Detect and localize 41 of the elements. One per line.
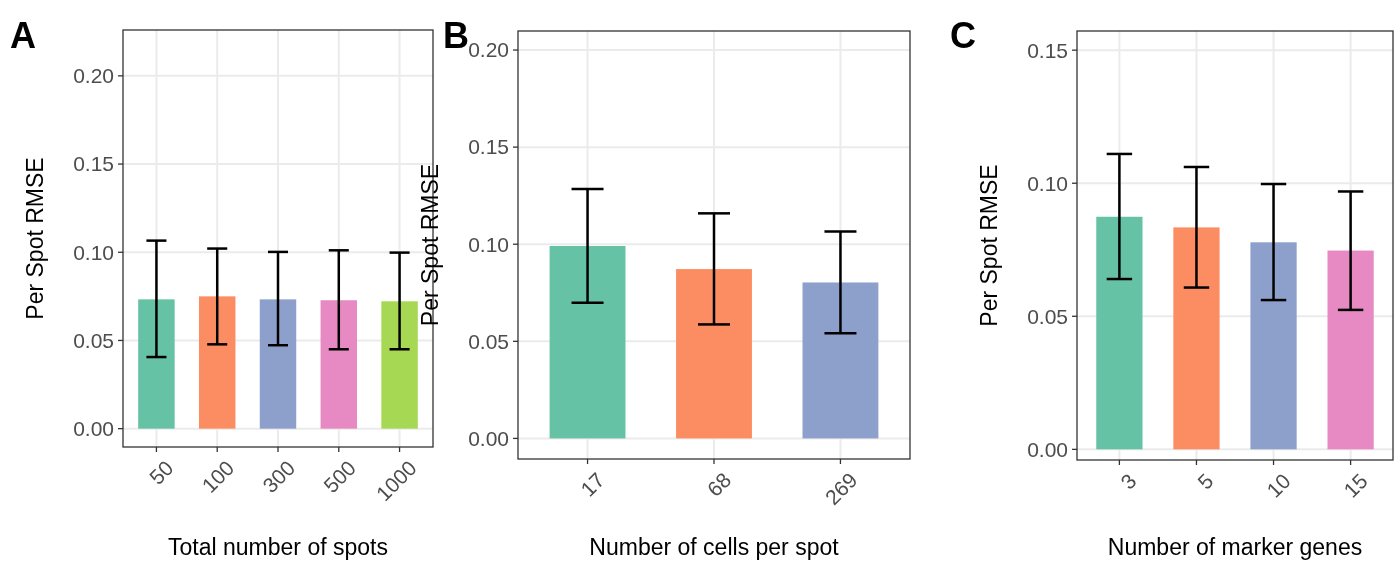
bar <box>676 269 752 439</box>
bar <box>1096 216 1143 450</box>
y-tick-label: 0.20 <box>468 38 509 62</box>
bar <box>802 282 879 439</box>
bar <box>549 245 626 439</box>
x-axis-title: Number of cells per spot <box>589 534 840 560</box>
x-tick-label: 15 <box>1339 468 1372 502</box>
x-tick-label: 3 <box>1116 468 1141 494</box>
x-axis-title: Number of marker genes <box>1107 534 1363 560</box>
y-tick-label: 0.00 <box>468 426 509 450</box>
y-axis-title: Per Spot RMSE <box>22 157 48 320</box>
bar <box>1173 227 1220 450</box>
y-tick-label: 0.10 <box>73 240 114 264</box>
x-tick-label: 269 <box>820 467 862 509</box>
x-tick-label: 17 <box>575 467 609 501</box>
bar <box>1327 250 1374 450</box>
chart-title: B <box>443 15 469 56</box>
y-tick-label: 0.20 <box>73 64 114 88</box>
x-axis-title: Total number of spots <box>168 534 388 560</box>
y-tick-label: 0.05 <box>73 328 114 352</box>
chart-title: A <box>10 15 36 56</box>
x-tick-label: 100 <box>197 455 239 497</box>
x-tick-label: 500 <box>318 455 361 497</box>
y-tick-label: 0.05 <box>1027 304 1068 328</box>
y-tick-label: 0.15 <box>73 152 114 176</box>
y-axis-title: Per Spot RMSE <box>976 164 1002 327</box>
x-tick-label: 5 <box>1193 468 1218 494</box>
y-tick-label: 0.00 <box>1027 437 1068 461</box>
y-tick-label: 0.10 <box>468 232 509 256</box>
chart-title: C <box>950 15 976 56</box>
x-tick-label: 10 <box>1261 468 1295 502</box>
y-tick-label: 0.15 <box>1027 38 1068 62</box>
y-tick-label: 0.10 <box>1027 171 1068 195</box>
y-tick-label: 0.00 <box>73 417 114 440</box>
x-tick-label: 50 <box>144 455 178 489</box>
x-tick-label: 68 <box>702 467 736 501</box>
x-tick-label: 300 <box>258 455 300 497</box>
y-tick-label: 0.15 <box>468 135 509 159</box>
bar <box>1250 242 1297 450</box>
y-tick-label: 0.05 <box>468 329 509 353</box>
y-axis-title: Per Spot RMSE <box>417 163 443 327</box>
